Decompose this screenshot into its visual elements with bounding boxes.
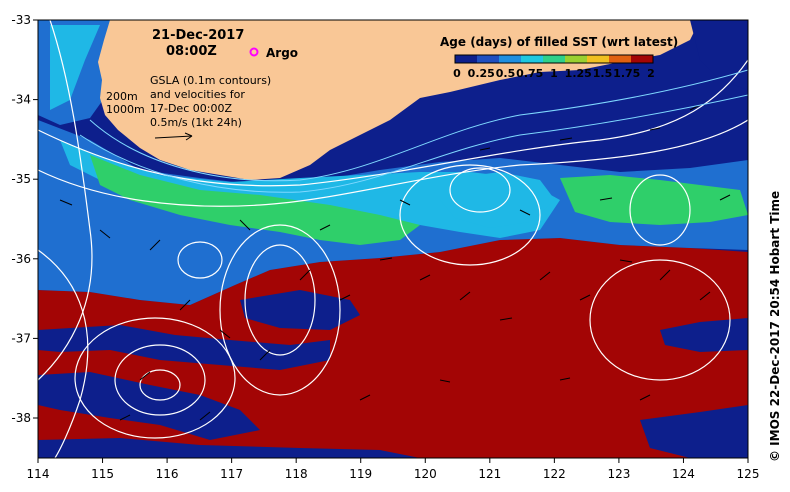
age-1-25-band — [90, 155, 420, 245]
gsla-note-line-3: 17-Dec 00:00Z — [150, 102, 232, 115]
lon-tick-label: 118 — [285, 467, 308, 481]
colorbar-tick-label: 1.5 — [593, 67, 613, 80]
age-1-west-coast — [50, 25, 100, 110]
gsla-note-line-4: 0.5m/s (1kt 24h) — [150, 116, 242, 129]
lat-tick-label: -37 — [11, 331, 31, 345]
contour-eddy-sw-mid — [114, 344, 206, 416]
contour-eddy-sw-outer — [74, 317, 236, 439]
gsla-contours — [38, 20, 748, 458]
lat-tick-label: -35 — [11, 172, 31, 186]
lon-tick-label: 122 — [543, 467, 566, 481]
imos-credit: © IMOS 22-Dec-2017 20:54 Hobart Time — [768, 191, 782, 462]
age-1-25-east — [560, 175, 748, 225]
colorbar-tick-label: 1 — [550, 67, 558, 80]
velocity-arrows — [59, 104, 731, 421]
colorbar-segment — [565, 55, 587, 63]
colorbar-segment — [499, 55, 521, 63]
land-eastern-edge — [690, 20, 748, 90]
isobath-1000m — [79, 94, 748, 193]
contour-eddy-east — [449, 167, 511, 213]
colorbar-tick-label: 1.25 — [565, 67, 592, 80]
lon-tick-label: 115 — [91, 467, 114, 481]
contour-eddy-mid-outer — [219, 224, 341, 396]
lon-tick-label: 116 — [156, 467, 179, 481]
contour-west-2 — [38, 249, 89, 458]
colorbar-segment — [587, 55, 609, 63]
lon-tick-label: 121 — [478, 467, 501, 481]
gsla-note-line-2: and velocities for — [150, 88, 245, 101]
age-0-patch-e — [660, 318, 748, 352]
colorbar-segment — [631, 55, 653, 63]
colorbar-title: Age (days) of filled SST (wrt latest) — [440, 35, 678, 49]
age-0-patch-se — [640, 405, 748, 458]
latitude-tick-labels: -33 -34 -35 -36 -37 -38 — [11, 13, 38, 425]
isobath-200m — [89, 69, 748, 182]
lon-tick-label: 123 — [607, 467, 630, 481]
contour-eddy-mid-inner — [244, 244, 316, 356]
colorbar-tick-label: 0.5 — [496, 67, 516, 80]
lon-tick-label: 114 — [27, 467, 50, 481]
age-0-patch-sw — [38, 372, 260, 440]
contour-eddy-south-east — [589, 259, 731, 381]
colorbar-frame — [454, 54, 654, 64]
contour-eddy-far-east — [629, 174, 691, 246]
map-time: 08:00Z — [166, 44, 217, 59]
lat-tick-label: -36 — [11, 252, 31, 266]
colorbar-segment — [609, 55, 631, 63]
map-date: 21-Dec-2017 — [152, 28, 244, 43]
gsla-note-line-1: GSLA (0.1m contours) — [150, 74, 271, 87]
depth-label-1000m: 1000m — [106, 103, 145, 116]
argo-label: Argo — [266, 46, 298, 60]
lon-tick-label: 119 — [349, 467, 372, 481]
age-1-east-lobe — [440, 172, 555, 228]
lon-tick-label: 120 — [414, 467, 437, 481]
colorbar-tick-labels: 0 0.25 0.5 0.75 1 1.25 1.5 1.75 2 — [453, 67, 655, 80]
argo-float-marker — [249, 47, 259, 57]
contour-eddy-east-outer — [399, 164, 541, 266]
lon-tick-label: 125 — [737, 467, 760, 481]
map-plot-area — [38, 20, 748, 458]
lat-tick-label: -38 — [11, 411, 31, 425]
lat-tick-label: -34 — [11, 93, 31, 107]
contour-coastal-1 — [38, 59, 748, 187]
contour-eddy-sw-inner — [139, 369, 181, 401]
age-0-patch-west — [38, 325, 330, 370]
colorbar-tick-label: 0.75 — [516, 67, 543, 80]
lon-tick-label: 117 — [220, 467, 243, 481]
longitude-tick-labels: 114 115 116 117 118 119 120 121 122 123 124 125 — [27, 458, 760, 481]
colorbar-segment — [521, 55, 543, 63]
colorbar-tick-label: 2 — [647, 67, 655, 80]
colorbar-segment — [455, 55, 477, 63]
depth-label-200m: 200m — [106, 90, 138, 103]
contour-coastal-2 — [38, 119, 748, 207]
age-1-band — [60, 140, 560, 238]
plot-frame — [37, 19, 749, 459]
lat-tick-label: -33 — [11, 13, 31, 27]
contour-eddy-west — [177, 241, 223, 279]
age-0-patch-mid — [240, 290, 360, 330]
lon-tick-label: 124 — [672, 467, 695, 481]
colorbar-tick-label: 0 — [453, 67, 461, 80]
colorbar-tick-label: 1.75 — [613, 67, 640, 80]
colorbar-segment — [477, 55, 499, 63]
velocity-scale-arrow — [154, 132, 193, 141]
colorbar-tick-label: 0.25 — [468, 67, 495, 80]
colorbar-segment — [543, 55, 565, 63]
contour-west-1 — [38, 20, 93, 381]
age-0-patch-south — [38, 438, 420, 458]
